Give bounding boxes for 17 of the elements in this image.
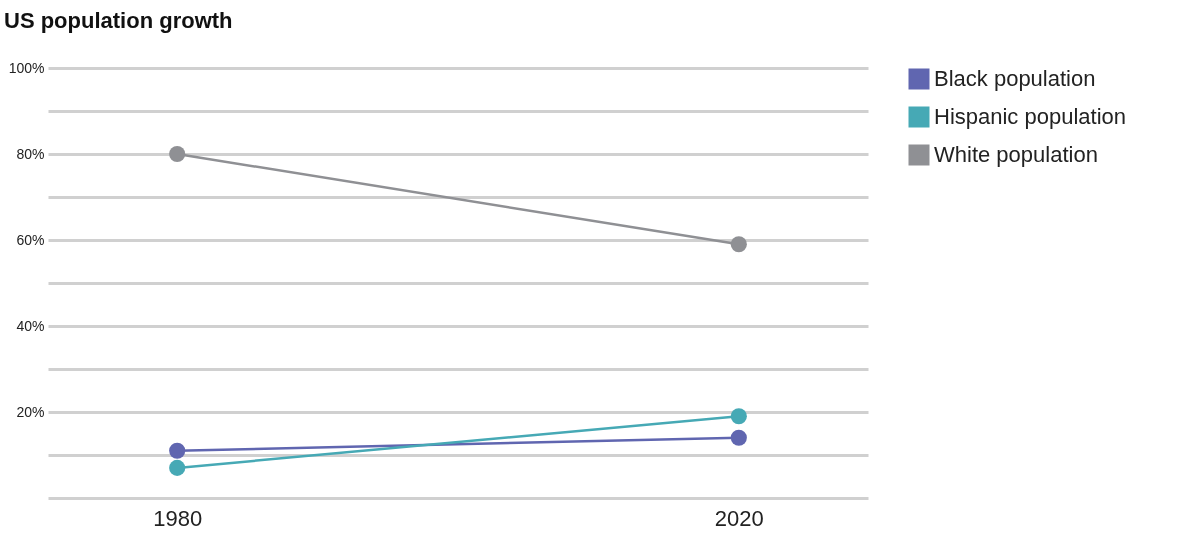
point xyxy=(169,442,186,459)
y-tick-label: 40% xyxy=(16,317,45,334)
point xyxy=(730,408,747,425)
y-tick-label: 20% xyxy=(16,403,45,420)
point xyxy=(730,236,747,253)
x-tick-label: 2020 xyxy=(714,505,764,531)
y-tick-label: 60% xyxy=(16,231,45,248)
point xyxy=(730,429,747,446)
point xyxy=(169,145,186,163)
legend-label: White population xyxy=(934,142,1098,167)
legend-label: Black population xyxy=(934,66,1096,91)
legend-label: Hispanic population xyxy=(934,104,1127,129)
y-tick-label: 80% xyxy=(16,145,45,162)
chart-title: US population growth xyxy=(4,8,233,33)
x-tick-label: 1980 xyxy=(153,505,203,531)
point xyxy=(169,459,186,476)
y-tick-label: 100% xyxy=(8,59,45,76)
